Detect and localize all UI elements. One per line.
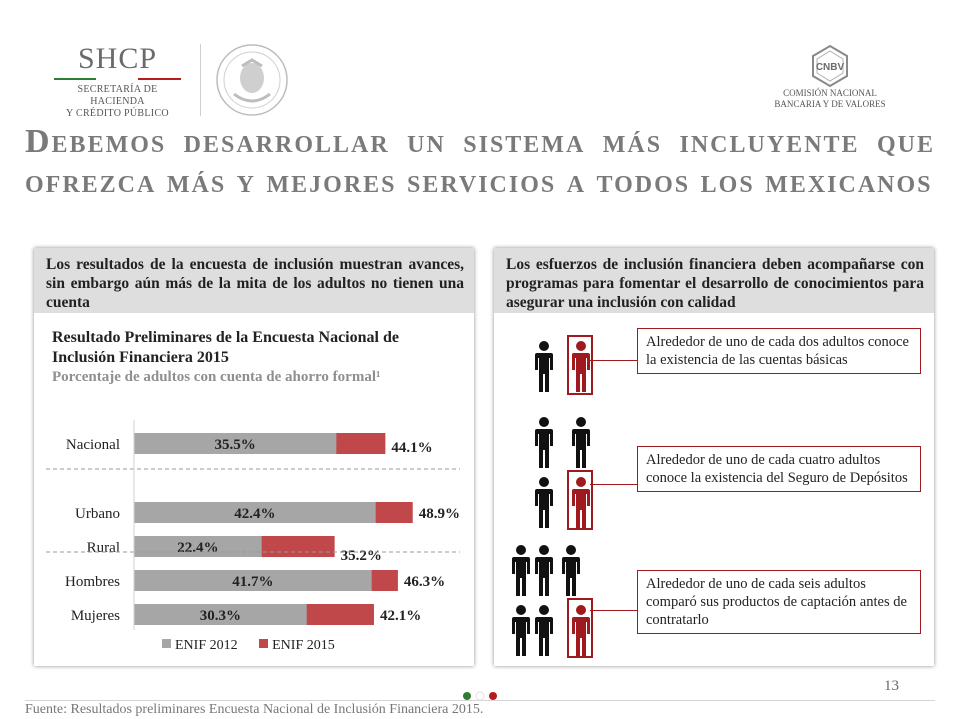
category-label-nacional: Nacional — [66, 437, 120, 453]
person-icon — [534, 340, 554, 394]
data-label-2015-hombres: 46.3% — [404, 574, 445, 590]
footer-source: Fuente: Resultados preliminares Encuesta… — [25, 702, 484, 717]
person-icon — [511, 544, 531, 598]
left-panel-header: Los resultados de la encuesta de inclusi… — [34, 248, 474, 313]
person-icon-graphic — [535, 605, 553, 656]
shcp-logo-title: SHCP — [77, 42, 158, 75]
shcp-logo: SHCP SECRETARÍA DE HACIENDA Y CRÉDITO PÚ… — [50, 44, 185, 120]
right-panel: Los esfuerzos de inclusión financiera de… — [494, 248, 934, 666]
data-label-2015-urbano: 48.9% — [419, 506, 460, 522]
person-icon — [561, 544, 581, 598]
data-label-2015-mujeres: 42.1% — [380, 608, 421, 624]
data-label-2012-rural: 22.4% — [177, 540, 218, 556]
person-icon — [534, 544, 554, 598]
tricolor-line — [54, 78, 181, 80]
cnbv-logo-icon: CNBV — [812, 44, 848, 88]
person-icon-graphic — [562, 545, 580, 596]
national-seal-icon — [216, 44, 288, 116]
highlight-box-3 — [567, 598, 593, 658]
data-label-2015-rural: 35.2% — [341, 548, 382, 564]
connector-line-1 — [590, 360, 637, 361]
cnbv-logo-subtitle-2: BANCARIA Y DE VALORES — [774, 99, 886, 109]
legend-item-2015: ENIF 2015 — [259, 638, 335, 654]
left-panel: Los resultados de la encuesta de inclusi… — [34, 248, 474, 666]
header-divider — [200, 44, 201, 116]
person-icon-graphic — [535, 417, 553, 468]
bar-2012-nacional — [134, 433, 337, 454]
cnbv-logo-subtitle: COMISIÓN NACIONAL BANCARIA Y DE VALORES — [770, 88, 890, 110]
person-icon-graphic — [535, 477, 553, 528]
category-label-mujeres: Mujeres — [71, 608, 120, 624]
category-label-urbano: Urbano — [75, 506, 120, 522]
legend-swatch-2015 — [259, 639, 269, 648]
person-icon — [571, 340, 591, 394]
page-number: 13 — [884, 678, 899, 694]
category-label-hombres: Hombres — [65, 574, 120, 590]
person-icon — [511, 604, 531, 658]
person-icon — [534, 476, 554, 530]
data-label-2012-urbano: 42.4% — [234, 506, 275, 522]
legend-label-2012: ENIF 2012 — [175, 638, 238, 653]
cnbv-logo-text: CNBV — [816, 62, 845, 73]
bar-chart: Nacional 35.5% 44.1% Urbano 42.4% 48.9% Rural 2… — [46, 420, 460, 630]
person-icon-graphic — [535, 341, 553, 392]
shcp-logo-subtitle-2: Y CRÉDITO PÚBLICO — [66, 108, 169, 119]
legend-label-2015: ENIF 2015 — [272, 638, 335, 653]
data-label-2015-nacional: 44.1% — [391, 440, 432, 456]
highlighted-person-icon — [572, 477, 590, 528]
person-icon — [534, 604, 554, 658]
highlight-box-2 — [567, 470, 593, 530]
person-icon — [571, 476, 591, 530]
connector-line-2 — [590, 484, 637, 485]
fact-box-1: Alrededor de uno de cada dos adultos con… — [637, 328, 921, 374]
right-panel-header: Los esfuerzos de inclusión financiera de… — [494, 248, 934, 313]
chart-legend: ENIF 2012 ENIF 2015 — [162, 638, 353, 654]
tricolor-dots-icon — [463, 691, 497, 701]
data-label-2012-hombres: 41.7% — [232, 574, 273, 590]
highlight-box-1 — [567, 335, 593, 395]
legend-item-2012: ENIF 2012 — [162, 638, 238, 654]
connector-line-3 — [590, 610, 637, 611]
highlighted-person-icon — [572, 605, 590, 656]
data-label-2012-mujeres: 30.3% — [200, 608, 241, 624]
fact-box-2: Alrededor de uno de cada cuatro adultos … — [637, 446, 921, 492]
person-icon — [571, 416, 591, 470]
slide-title: Debemos desarrollar un sistema más inclu… — [25, 123, 935, 200]
bar-2012-mujeres — [134, 604, 307, 625]
person-icon-graphic — [535, 545, 553, 596]
bar-2012-hombres — [134, 570, 372, 591]
bar-2012-urbano — [134, 502, 376, 523]
person-icon-graphic — [512, 545, 530, 596]
shcp-logo-subtitle-1: SECRETARÍA DE HACIENDA — [77, 84, 158, 107]
fact-box-3: Alrededor de uno de cada seis adultos co… — [637, 570, 921, 634]
highlighted-person-icon — [572, 341, 590, 392]
category-label-rural: Rural — [87, 540, 120, 556]
person-icon — [571, 604, 591, 658]
person-icon-graphic — [512, 605, 530, 656]
cnbv-logo-subtitle-1: COMISIÓN NACIONAL — [783, 88, 877, 98]
data-label-2012-nacional: 35.5% — [215, 437, 256, 453]
chart-title: Resultado Preliminares de la Encuesta Na… — [52, 329, 399, 366]
person-icon-graphic — [572, 417, 590, 468]
legend-swatch-2012 — [162, 639, 171, 648]
chart-subtitle: Porcentaje de adultos con cuenta de ahor… — [52, 369, 381, 385]
person-icon — [534, 416, 554, 470]
